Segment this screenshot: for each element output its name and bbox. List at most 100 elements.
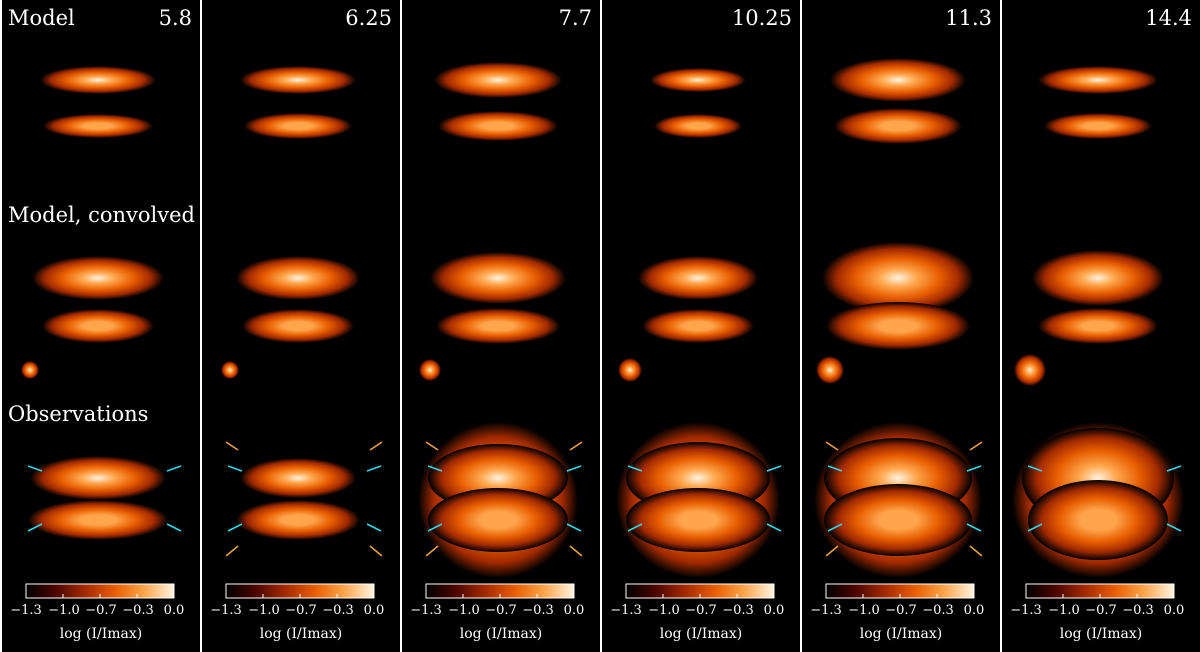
- cyan-marker: [827, 523, 843, 532]
- cyan-marker: [227, 465, 243, 472]
- psf-spot: [1014, 354, 1046, 386]
- wavelength-label: 5.8: [158, 6, 192, 30]
- model-disk-upper: [1038, 66, 1158, 94]
- convolved-disk-upper: [822, 242, 974, 314]
- colorbar-tick: −0.3: [322, 603, 354, 618]
- orange-marker: [425, 441, 439, 451]
- colorbar-label: log (I/Imax): [59, 626, 143, 642]
- colorbar-tick: −0.3: [522, 603, 554, 618]
- panel-11-3: 11.3 −1.3 −1.0 −0.7 −0.3 0.0 log (I/Imax…: [802, 0, 1000, 652]
- cyan-marker: [427, 523, 443, 532]
- colorbar-tick: −0.3: [722, 603, 754, 618]
- colorbar-tick: 0.0: [763, 603, 785, 618]
- colorbar-ticks: −1.3 −1.0 −0.7 −0.3 0.0: [402, 603, 600, 621]
- colorbar-tick: 0.0: [963, 603, 985, 618]
- psf-spot: [221, 361, 239, 379]
- panel-14-4: 14.4 −1.3 −1.0 −0.7 −0.3 0.0 log (I/Imax…: [1002, 0, 1200, 652]
- colorbar-ticks: −1.3 −1.0 −0.7 −0.3 0.0: [602, 603, 800, 621]
- cyan-marker: [27, 465, 43, 472]
- colorbar-tick: −1.3: [410, 603, 442, 618]
- convolved-disk-lower: [42, 309, 154, 343]
- model-disk-upper: [830, 58, 966, 102]
- wavelength-label: 7.7: [558, 6, 592, 30]
- orange-marker: [969, 441, 983, 451]
- colorbar-tick: −1.3: [10, 603, 42, 618]
- panel-images: [1012, 66, 1184, 599]
- cyan-marker: [966, 523, 982, 532]
- colorbar-label: log (I/Imax): [659, 626, 743, 642]
- cyan-marker: [1166, 465, 1182, 472]
- wavelength-label: 11.3: [945, 6, 992, 30]
- cyan-marker: [427, 465, 443, 472]
- model-disk-lower: [244, 113, 352, 139]
- model-disk-lower: [438, 111, 558, 141]
- orange-marker: [369, 441, 383, 451]
- colorbar-tick: 0.0: [1163, 603, 1185, 618]
- cyan-marker: [1027, 465, 1043, 472]
- orange-marker: [969, 545, 983, 557]
- model-disk-upper: [434, 62, 562, 98]
- cyan-marker: [1166, 523, 1182, 532]
- colorbar-tick: −0.7: [1085, 603, 1117, 618]
- wavelength-label: 10.25: [731, 6, 792, 30]
- orange-marker: [369, 545, 383, 557]
- cyan-marker: [827, 465, 843, 472]
- cyan-marker: [766, 465, 782, 472]
- cyan-marker: [166, 465, 182, 472]
- cyan-marker: [566, 465, 582, 472]
- colorbar-label: log (I/Imax): [1059, 626, 1143, 642]
- colorbar-tick: −0.3: [922, 603, 954, 618]
- orange-marker: [225, 441, 239, 451]
- cyan-marker: [1027, 523, 1043, 532]
- model-disk-upper: [650, 68, 746, 92]
- colorbar-tick: 0.0: [563, 603, 585, 618]
- orange-marker: [225, 545, 239, 557]
- psf-spot: [21, 361, 39, 379]
- panel-images: [616, 68, 782, 599]
- colorbar-tick: −0.7: [685, 603, 717, 618]
- colorbar-tick: −0.3: [122, 603, 154, 618]
- colorbar-tick: −1.3: [210, 603, 242, 618]
- colorbar-label: log (I/Imax): [259, 626, 343, 642]
- model-disk-upper: [240, 66, 356, 94]
- model-disk-lower: [1044, 113, 1152, 139]
- cyan-marker: [966, 465, 982, 472]
- colorbar-tick: −0.3: [1122, 603, 1154, 618]
- colorbar-ticks: −1.3 −1.0 −0.7 −0.3 0.0: [802, 603, 1000, 621]
- orange-marker: [569, 545, 583, 557]
- observation-disk-lower: [626, 488, 770, 552]
- convolved-disk-lower: [436, 308, 560, 344]
- colorbar-tick: 0.0: [163, 603, 185, 618]
- colorbar-tick: −1.3: [1010, 603, 1042, 618]
- orange-marker: [425, 545, 439, 557]
- colorbar-tick: −0.7: [285, 603, 317, 618]
- panel-images: [21, 66, 182, 599]
- cyan-marker: [627, 523, 643, 532]
- colorbar-tick: −1.3: [810, 603, 842, 618]
- panel-10-25: 10.25 −1.3 −1.0 −0.7 −0.3 0.0 log (I/Ima…: [602, 0, 800, 652]
- orange-marker: [569, 441, 583, 451]
- convolved-disk-lower: [242, 309, 354, 343]
- model-disk-lower: [43, 114, 153, 138]
- colorbar-tick: −0.7: [85, 603, 117, 618]
- panel-images: [221, 66, 383, 599]
- colorbar-tick: −1.3: [610, 603, 642, 618]
- psf-spot: [419, 359, 441, 381]
- model-disk-upper: [40, 66, 156, 94]
- colorbar-tick: −1.0: [248, 603, 280, 618]
- orange-marker: [825, 441, 839, 451]
- panel-images: [814, 58, 983, 599]
- cyan-marker: [627, 465, 643, 472]
- panel-5-8: 5.8 Model Model, convolved Observations …: [2, 0, 200, 652]
- convolved-disk-lower: [642, 309, 754, 343]
- row-label-model: Model: [8, 6, 75, 30]
- convolved-disk-upper: [32, 256, 164, 300]
- convolved-disk-upper: [638, 256, 758, 300]
- psf-spot: [618, 358, 642, 382]
- convolved-disk-lower: [1038, 308, 1158, 344]
- colorbar-tick: 0.0: [363, 603, 385, 618]
- convolved-disk-upper: [236, 256, 360, 300]
- colorbar-ticks: −1.3 −1.0 −0.7 −0.3 0.0: [202, 603, 400, 621]
- colorbar-tick: −1.0: [848, 603, 880, 618]
